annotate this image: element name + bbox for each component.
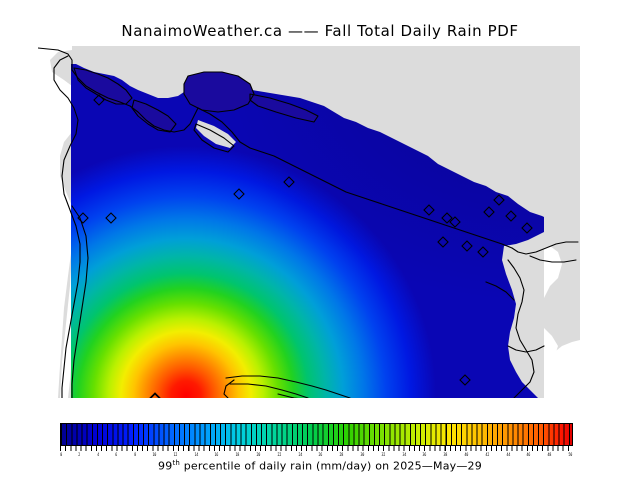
- colorbar-band-separators: [61, 424, 572, 445]
- colorbar-tick-label: 14: [194, 452, 198, 457]
- colorbar-tick-label: 2: [78, 452, 81, 457]
- colorbar-tick-label: 26: [318, 452, 323, 457]
- colorbar-ticks: [60, 446, 573, 451]
- colorbar-tick-label: 4: [97, 452, 99, 457]
- colorbar-tick-label: 40: [464, 452, 469, 457]
- colorbar-tick-label: 38: [443, 452, 448, 457]
- colorbar-tick-label: 18: [235, 452, 240, 457]
- colorbar-tick-label: 48: [547, 452, 552, 457]
- colorbar-tick-label: 8: [133, 452, 136, 457]
- colorbar-tick-label: 34: [401, 452, 406, 457]
- rainfall-gradient-shade: [71, 64, 544, 398]
- colorbar-tick-label: 32: [381, 452, 386, 457]
- map-panel[interactable]: [38, 46, 580, 398]
- colorbar-tick-label: 12: [173, 452, 178, 457]
- colorbar-tick-label: 28: [339, 452, 344, 457]
- colorbar[interactable]: 0 2 4 6 8 10 12 14 16 18 20 22 24 26 28 …: [60, 423, 580, 457]
- colorbar-tick-label: 10: [152, 452, 157, 457]
- colorbar-tick-label: 36: [422, 452, 427, 457]
- colorbar-tick-label: 0: [60, 452, 63, 457]
- caption-text: percentile of daily rain (mm/day) on 202…: [180, 459, 482, 473]
- rainfall-data-field: [71, 64, 544, 398]
- colorbar-tick-label: 42: [485, 452, 490, 457]
- colorbar-tick-label: 44: [505, 452, 510, 457]
- colorbar-tick-label: 16: [214, 452, 219, 457]
- colorbar-gradient: [60, 423, 573, 446]
- caption-percentile-number: 99: [158, 459, 173, 473]
- colorbar-tick-label: 6: [115, 452, 118, 457]
- colorbar-tick-label: 24: [298, 452, 302, 457]
- colorbar-tick-labels: 0 2 4 6 8 10 12 14 16 18 20 22 24 26 28 …: [60, 451, 573, 459]
- colorbar-tick-label: 46: [526, 452, 531, 457]
- colorbar-tick-label: 30: [360, 452, 365, 457]
- page-title: NanaimoWeather.ca —— Fall Total Daily Ra…: [121, 22, 519, 40]
- colorbar-caption: 99th percentile of daily rain (mm/day) o…: [0, 459, 640, 473]
- colorbar-tick-label: 22: [277, 452, 282, 457]
- colorbar-tick-label: 50: [568, 452, 573, 457]
- caption-percentile-suffix: th: [172, 459, 181, 467]
- colorbar-tick-label: 20: [256, 452, 261, 457]
